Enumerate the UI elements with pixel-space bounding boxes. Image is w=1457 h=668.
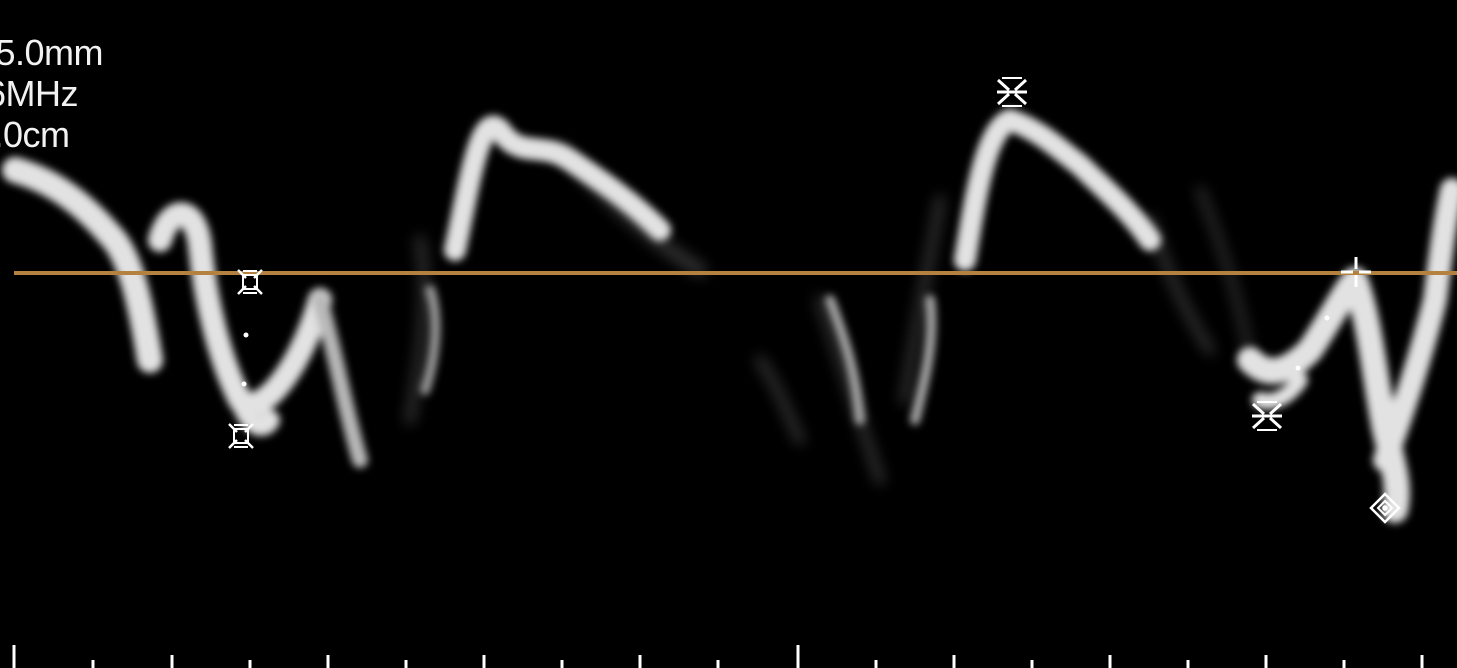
frequency-label: 6MHz — [0, 73, 79, 114]
sweep-speed-label: /5.0mm — [0, 32, 104, 73]
depth-label: l.0cm — [0, 114, 70, 155]
caliper-marker-5 — [1341, 257, 1371, 287]
caliper-dot-1 — [243, 332, 249, 338]
caliper-dot-4 — [1295, 365, 1301, 371]
caliper-marker-2 — [228, 423, 254, 449]
caliper-marker-3 — [996, 77, 1028, 107]
caliper-dot-3 — [1324, 315, 1330, 321]
imaging-parameters: /5.0mm 6MHz l.0cm — [0, 32, 104, 155]
wall-motion-trace — [2, 109, 1457, 523]
caliper-dot-2 — [241, 381, 247, 387]
caliper-marker-6 — [1369, 492, 1401, 524]
caliper-marker-4 — [1251, 401, 1283, 431]
time-scale — [12, 645, 1424, 668]
caliper-marker-1 — [237, 269, 263, 295]
